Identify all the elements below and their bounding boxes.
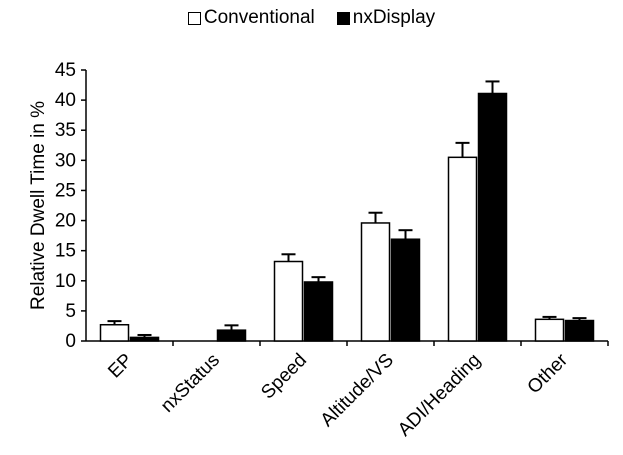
y-tick-label: 15 (55, 241, 76, 262)
x-tick-label: Other (524, 349, 573, 398)
y-tick-label: 25 (55, 180, 76, 201)
y-tick-label: 10 (55, 271, 76, 292)
y-tick-label: 35 (55, 120, 76, 141)
legend-label-conventional: Conventional (203, 7, 315, 28)
y-tick-label: 0 (65, 331, 76, 352)
x-tick-label: Speed (257, 350, 311, 404)
bar-conventional (360, 222, 391, 342)
bar-nxdisplay (564, 319, 595, 342)
x-tick-label: ADI/Heading (394, 350, 485, 441)
y-tick-label: 30 (55, 150, 76, 171)
legend-swatch-conventional (187, 11, 201, 25)
bar-conventional (447, 156, 478, 342)
legend: Conventional nxDisplay (0, 7, 623, 29)
x-tick-label: EP (104, 350, 137, 383)
y-tick-label: 40 (55, 90, 76, 111)
legend-label-nxdisplay: nxDisplay (352, 7, 436, 28)
bar-nxdisplay (303, 281, 334, 342)
legend-swatch-nxdisplay (336, 11, 350, 25)
y-axis-label: Relative Dwell Time in % (28, 101, 49, 310)
bar-nxdisplay (129, 336, 160, 342)
y-tick-label: 20 (55, 211, 76, 232)
x-tick-label: Altitude/VS (317, 350, 398, 431)
bar-conventional (534, 318, 565, 342)
y-tick-label: 45 (55, 60, 76, 81)
legend-item-conventional: Conventional (187, 7, 315, 29)
legend-item-nxdisplay: nxDisplay (336, 7, 436, 29)
bar-nxdisplay (390, 238, 421, 342)
bar-nxdisplay (216, 329, 247, 342)
y-tick-label: 5 (65, 301, 76, 322)
bar-conventional (99, 323, 130, 342)
bar-nxdisplay (477, 92, 508, 342)
x-tick-label: nxStatus (157, 350, 224, 417)
bar-conventional (273, 260, 304, 342)
